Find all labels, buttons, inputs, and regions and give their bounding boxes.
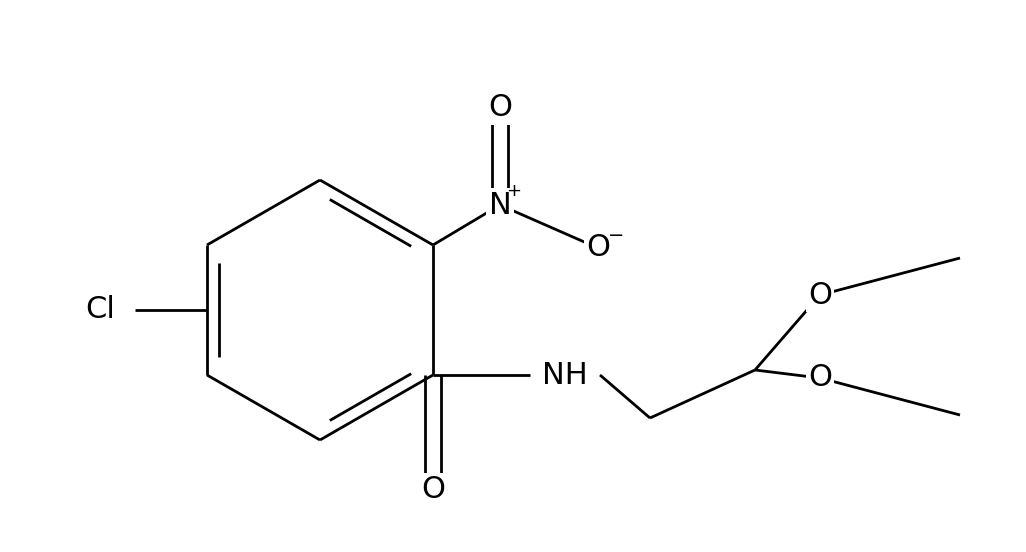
Text: NH: NH <box>542 360 588 390</box>
Text: N: N <box>488 190 511 220</box>
Text: O: O <box>586 233 610 263</box>
Text: O: O <box>808 364 832 392</box>
Text: −: − <box>607 226 624 246</box>
Text: Cl: Cl <box>85 295 115 325</box>
Text: O: O <box>808 280 832 310</box>
Text: O: O <box>488 93 512 123</box>
Text: +: + <box>507 182 521 200</box>
Text: O: O <box>421 475 445 505</box>
